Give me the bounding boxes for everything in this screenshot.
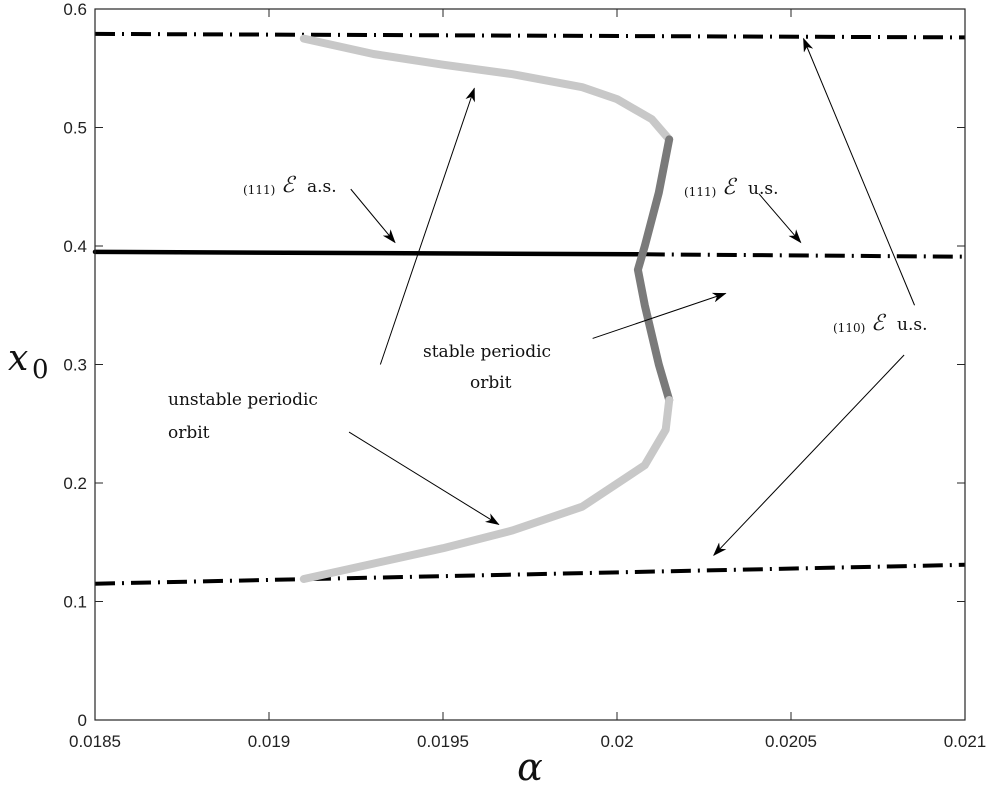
svg-text:(111): (111) (243, 183, 275, 197)
annotation-unstable-orbit: unstable periodic orbit (168, 390, 318, 443)
tick-layer: 0.0185 0.019 0.0195 0.02 0.0205 0.021 0 0.1 0.2 0… (63, 0, 986, 751)
annotation-e110-us: (110) ℰ u.s. (833, 311, 927, 336)
x-tick-label: 0.0185 (69, 732, 121, 751)
y-tick-label: 0.4 (63, 237, 87, 256)
series-line-4 (299, 34, 674, 144)
x-tick-label: 0.02 (600, 732, 633, 751)
svg-text:stable periodic: stable periodic (423, 342, 551, 362)
series-line-0 (94, 31, 966, 40)
annotation-stable-orbit: stable periodic orbit (423, 342, 551, 393)
series-line-3 (94, 562, 966, 586)
arrow-layer (348, 37, 916, 557)
svg-text:a.s.: a.s. (307, 177, 337, 197)
y-tick-label: 0.3 (63, 356, 87, 375)
svg-text:orbit: orbit (470, 373, 512, 393)
series-line-5 (633, 135, 674, 404)
svg-text:0: 0 (32, 355, 49, 385)
svg-text:ℰ: ℰ (722, 175, 738, 200)
annotation-arrow-5 (803, 37, 916, 306)
y-tick-label: 0.1 (63, 593, 87, 612)
x-tick-label: 0.021 (944, 732, 987, 751)
svg-text:ℰ: ℰ (281, 173, 297, 198)
series-line-1 (92, 249, 648, 257)
annotation-arrow-6 (713, 354, 905, 557)
y-tick-label: 0.2 (63, 474, 87, 493)
svg-text:u.s.: u.s. (897, 315, 927, 335)
annotation-arrow-1 (758, 193, 802, 244)
series-layer (92, 31, 966, 586)
svg-text:orbit: orbit (168, 423, 210, 443)
svg-text:x: x (8, 338, 28, 379)
annotation-arrow-0 (350, 188, 396, 244)
plot-area (95, 9, 965, 720)
annotation-arrow-2 (592, 292, 727, 339)
svg-text:unstable periodic: unstable periodic (168, 390, 318, 410)
y-tick-label: 0.5 (63, 119, 87, 138)
annotation-arrow-4 (348, 431, 500, 526)
y-tick-label: 0 (78, 711, 87, 730)
x-tick-label: 0.0195 (417, 732, 469, 751)
x-tick-label: 0.0205 (765, 732, 817, 751)
x-axis-label: α (517, 745, 543, 787)
y-axis-label: x 0 (8, 338, 49, 385)
svg-text:ℰ: ℰ (871, 311, 887, 336)
y-tick-label: 0.6 (63, 0, 87, 19)
series-line-6 (299, 396, 674, 583)
x-tick-label: 0.019 (248, 732, 291, 751)
series-line-2 (644, 252, 966, 259)
svg-text:(110): (110) (833, 321, 865, 335)
annotation-e111-as: (111) ℰ a.s. (243, 173, 337, 198)
annotation-arrow-3 (379, 87, 475, 365)
svg-text:(111): (111) (684, 185, 716, 199)
annotation-e111-us: (111) ℰ u.s. (684, 175, 778, 200)
svg-text:u.s.: u.s. (748, 179, 778, 199)
